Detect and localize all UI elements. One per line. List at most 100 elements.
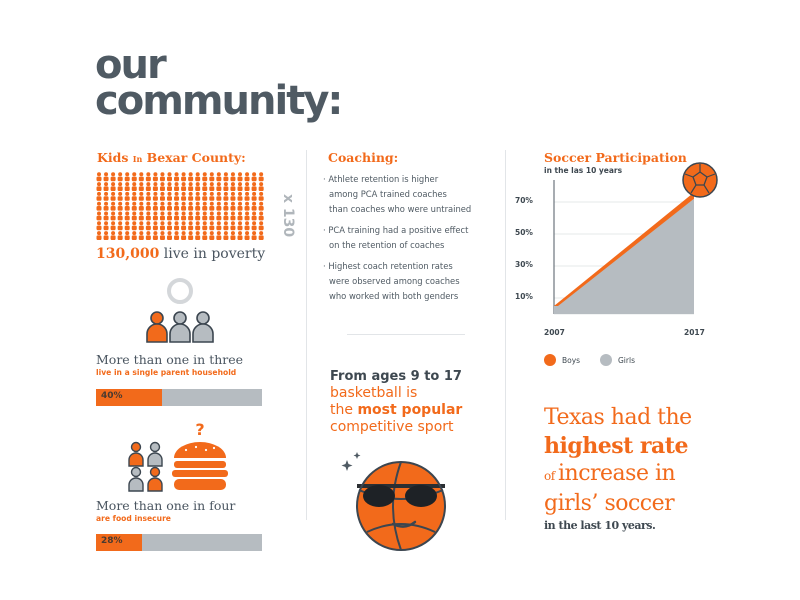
person-icon bbox=[117, 172, 123, 182]
single-parent-family-icon bbox=[146, 278, 214, 343]
person-icon bbox=[96, 182, 102, 191]
person-icon bbox=[209, 182, 215, 191]
person-icon bbox=[251, 191, 257, 201]
basketball-line-4: competitive sport bbox=[330, 419, 454, 435]
person-icon bbox=[244, 211, 250, 221]
food-insecure-bar-fill bbox=[96, 534, 143, 551]
person-icon bbox=[202, 221, 208, 231]
person-icon bbox=[216, 201, 222, 211]
column-divider-right bbox=[505, 150, 506, 520]
coaching-bullet-2: · PCA training had a positive effect on … bbox=[323, 225, 469, 250]
magnifier-icon bbox=[167, 278, 193, 304]
person-icon bbox=[103, 172, 109, 182]
person-icon bbox=[237, 231, 243, 240]
y-tick-label: 10% bbox=[515, 292, 533, 301]
basketball-stat: From ages 9 to 17 basketball is the most… bbox=[330, 368, 462, 436]
person-icon bbox=[181, 191, 187, 201]
coaching-bullet-3: · Highest coach retention rates were obs… bbox=[323, 261, 460, 301]
person-icon bbox=[152, 231, 158, 240]
person-icon bbox=[145, 172, 151, 182]
person-icon bbox=[237, 172, 243, 182]
person-icon bbox=[167, 221, 172, 231]
person-icon bbox=[230, 172, 236, 182]
person-icon bbox=[216, 221, 222, 231]
person-icon bbox=[152, 201, 158, 211]
person-icon bbox=[174, 221, 180, 231]
person-icon bbox=[216, 172, 222, 182]
soccer-heading: Soccer Participation bbox=[544, 150, 687, 165]
person-icon bbox=[174, 211, 180, 221]
person-icon bbox=[145, 201, 151, 211]
person-icon bbox=[110, 172, 116, 182]
person-icon bbox=[131, 221, 137, 231]
callout-line-2: highest rate bbox=[544, 433, 688, 459]
burger-icon bbox=[172, 442, 228, 490]
people-grid-graphic: x 130 bbox=[96, 172, 296, 240]
person-icon bbox=[244, 231, 250, 240]
person-icon bbox=[258, 172, 264, 182]
person-icon bbox=[195, 172, 201, 182]
person-icon bbox=[181, 201, 187, 211]
callout-line-3: of increase in bbox=[544, 461, 676, 486]
y-tick-label: 30% bbox=[515, 260, 533, 269]
y-tick-label: 50% bbox=[515, 228, 533, 237]
person-icon bbox=[124, 172, 130, 182]
person-icon bbox=[117, 221, 123, 231]
person-icon bbox=[251, 221, 257, 231]
callout-line-1: Texas had the bbox=[544, 405, 692, 430]
person-icon bbox=[138, 211, 144, 221]
person-icon bbox=[209, 201, 215, 211]
person-icon bbox=[152, 182, 158, 191]
person-icon bbox=[237, 201, 243, 211]
legend-girls-swatch bbox=[600, 354, 612, 366]
column-divider-left bbox=[306, 150, 307, 520]
single-parent-sub: live in a single parent household bbox=[96, 368, 237, 377]
poverty-number: 130,000 bbox=[96, 246, 160, 262]
person-icon bbox=[174, 191, 180, 201]
person-icon bbox=[159, 231, 165, 240]
basketball-line-1: From ages 9 to 17 bbox=[330, 369, 462, 384]
person-icon bbox=[202, 231, 208, 240]
person-icon bbox=[258, 221, 264, 231]
person-icon bbox=[188, 201, 194, 211]
person-icon bbox=[202, 211, 208, 221]
person-icon bbox=[216, 231, 222, 240]
person-icon bbox=[195, 191, 201, 201]
person-icon bbox=[131, 201, 137, 211]
person-icon bbox=[96, 172, 102, 182]
person-icon bbox=[195, 182, 201, 191]
food-insecure-stat: More than one in four are food insecure bbox=[96, 498, 235, 524]
person-icon bbox=[181, 231, 187, 240]
person-icon bbox=[117, 191, 123, 201]
person-icon bbox=[237, 191, 243, 201]
girls-area bbox=[554, 198, 694, 314]
person-icon bbox=[251, 201, 257, 211]
person-icon bbox=[167, 172, 172, 182]
person-icon bbox=[202, 182, 208, 191]
person-icon bbox=[167, 182, 172, 191]
person-icon bbox=[117, 201, 123, 211]
person-icon bbox=[244, 191, 250, 201]
person-icon bbox=[131, 172, 137, 182]
person-icon bbox=[131, 231, 137, 240]
person-icon bbox=[138, 182, 144, 191]
person-icon bbox=[223, 211, 229, 221]
person-icon bbox=[159, 201, 165, 211]
person-icon bbox=[103, 182, 109, 191]
texas-callout: Texas had the highest rate of increase i… bbox=[544, 404, 692, 534]
person-icon bbox=[124, 231, 130, 240]
callout-line-4: girls’ soccer bbox=[544, 491, 675, 516]
person-icon bbox=[159, 221, 165, 231]
person-icon bbox=[251, 182, 257, 191]
person-icon bbox=[124, 221, 130, 231]
person-icon bbox=[244, 172, 250, 182]
person-icon bbox=[96, 211, 102, 221]
person-icon bbox=[145, 221, 151, 231]
coaching-heading: Coaching: bbox=[328, 150, 399, 165]
x-tick-label: 2017 bbox=[684, 328, 705, 337]
person-icon bbox=[174, 231, 180, 240]
food-insecure-main: More than one in four bbox=[96, 498, 236, 513]
person-icon bbox=[223, 221, 229, 231]
basketball-sunglasses-icon bbox=[341, 452, 446, 551]
person-icon bbox=[202, 172, 208, 182]
